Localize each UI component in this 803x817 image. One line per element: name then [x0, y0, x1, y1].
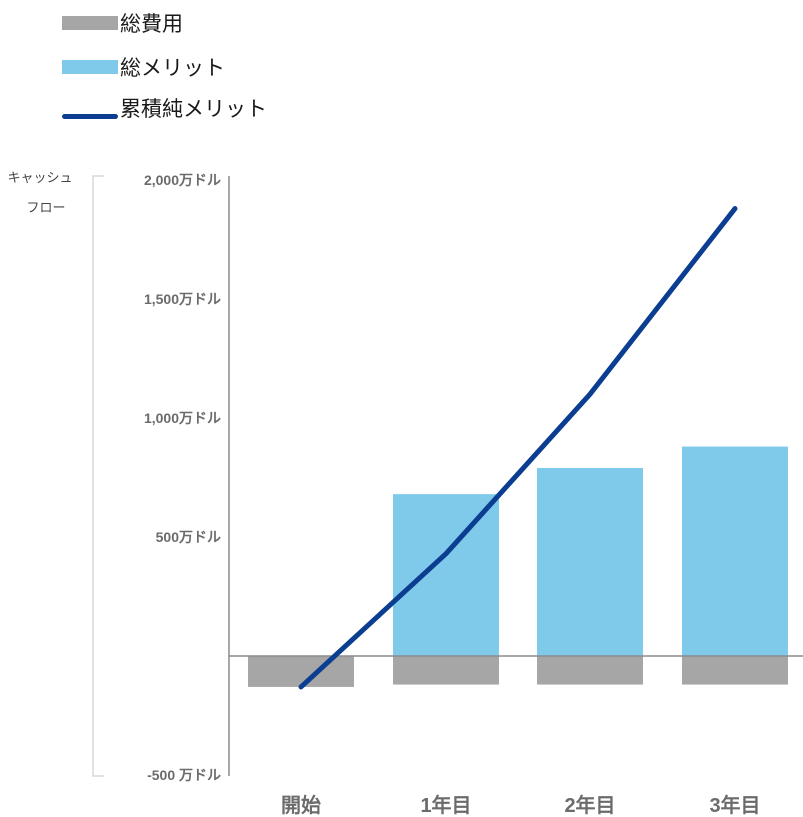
legend-swatch-total-cost — [62, 16, 118, 30]
y-axis-title: キャッシュ フロー — [7, 170, 72, 215]
bar-total-benefit — [537, 467, 643, 656]
x-category-label: 1年目 — [420, 793, 471, 817]
y-tick-label: 1,000万ドル — [144, 410, 221, 426]
legend-item-total-benefit: 総メリット — [62, 52, 225, 82]
x-category-label: 開始 — [281, 793, 321, 817]
legend-label-total-cost: 総費用 — [120, 13, 183, 36]
legend-item-cumulative-net: 累積純メリット — [62, 93, 267, 123]
legend-label-cumulative-net: 累積純メリット — [120, 98, 267, 121]
y-tick-label: 2,000万ドル — [144, 172, 221, 188]
y-tick-label: -500 万ドル — [147, 767, 221, 783]
y-tick-label: 500万ドル — [156, 529, 221, 545]
bar-total-cost — [248, 656, 354, 687]
y-axis-title-line-2: フロー — [26, 200, 65, 215]
bar-total-cost — [682, 656, 788, 685]
bar-total-cost — [393, 656, 499, 685]
legend-swatch-total-benefit — [62, 60, 118, 74]
x-category-label: 3年目 — [709, 793, 760, 817]
bar-total-benefit — [393, 494, 499, 656]
y-axis-title-line-1: キャッシュ — [7, 170, 72, 185]
legend-swatch-cumulative-net — [62, 113, 118, 119]
legend-label-total-benefit: 総メリット — [120, 57, 225, 80]
bar-total-cost — [537, 656, 643, 685]
x-category-label: 2年目 — [564, 793, 615, 817]
legend-item-total-cost: 総費用 — [62, 8, 183, 38]
cumulative-net-benefit-line — [298, 206, 738, 690]
y-axis-bracket — [92, 175, 104, 777]
bar-total-benefit — [682, 446, 788, 656]
y-tick-label: 1,500万ドル — [144, 291, 221, 307]
